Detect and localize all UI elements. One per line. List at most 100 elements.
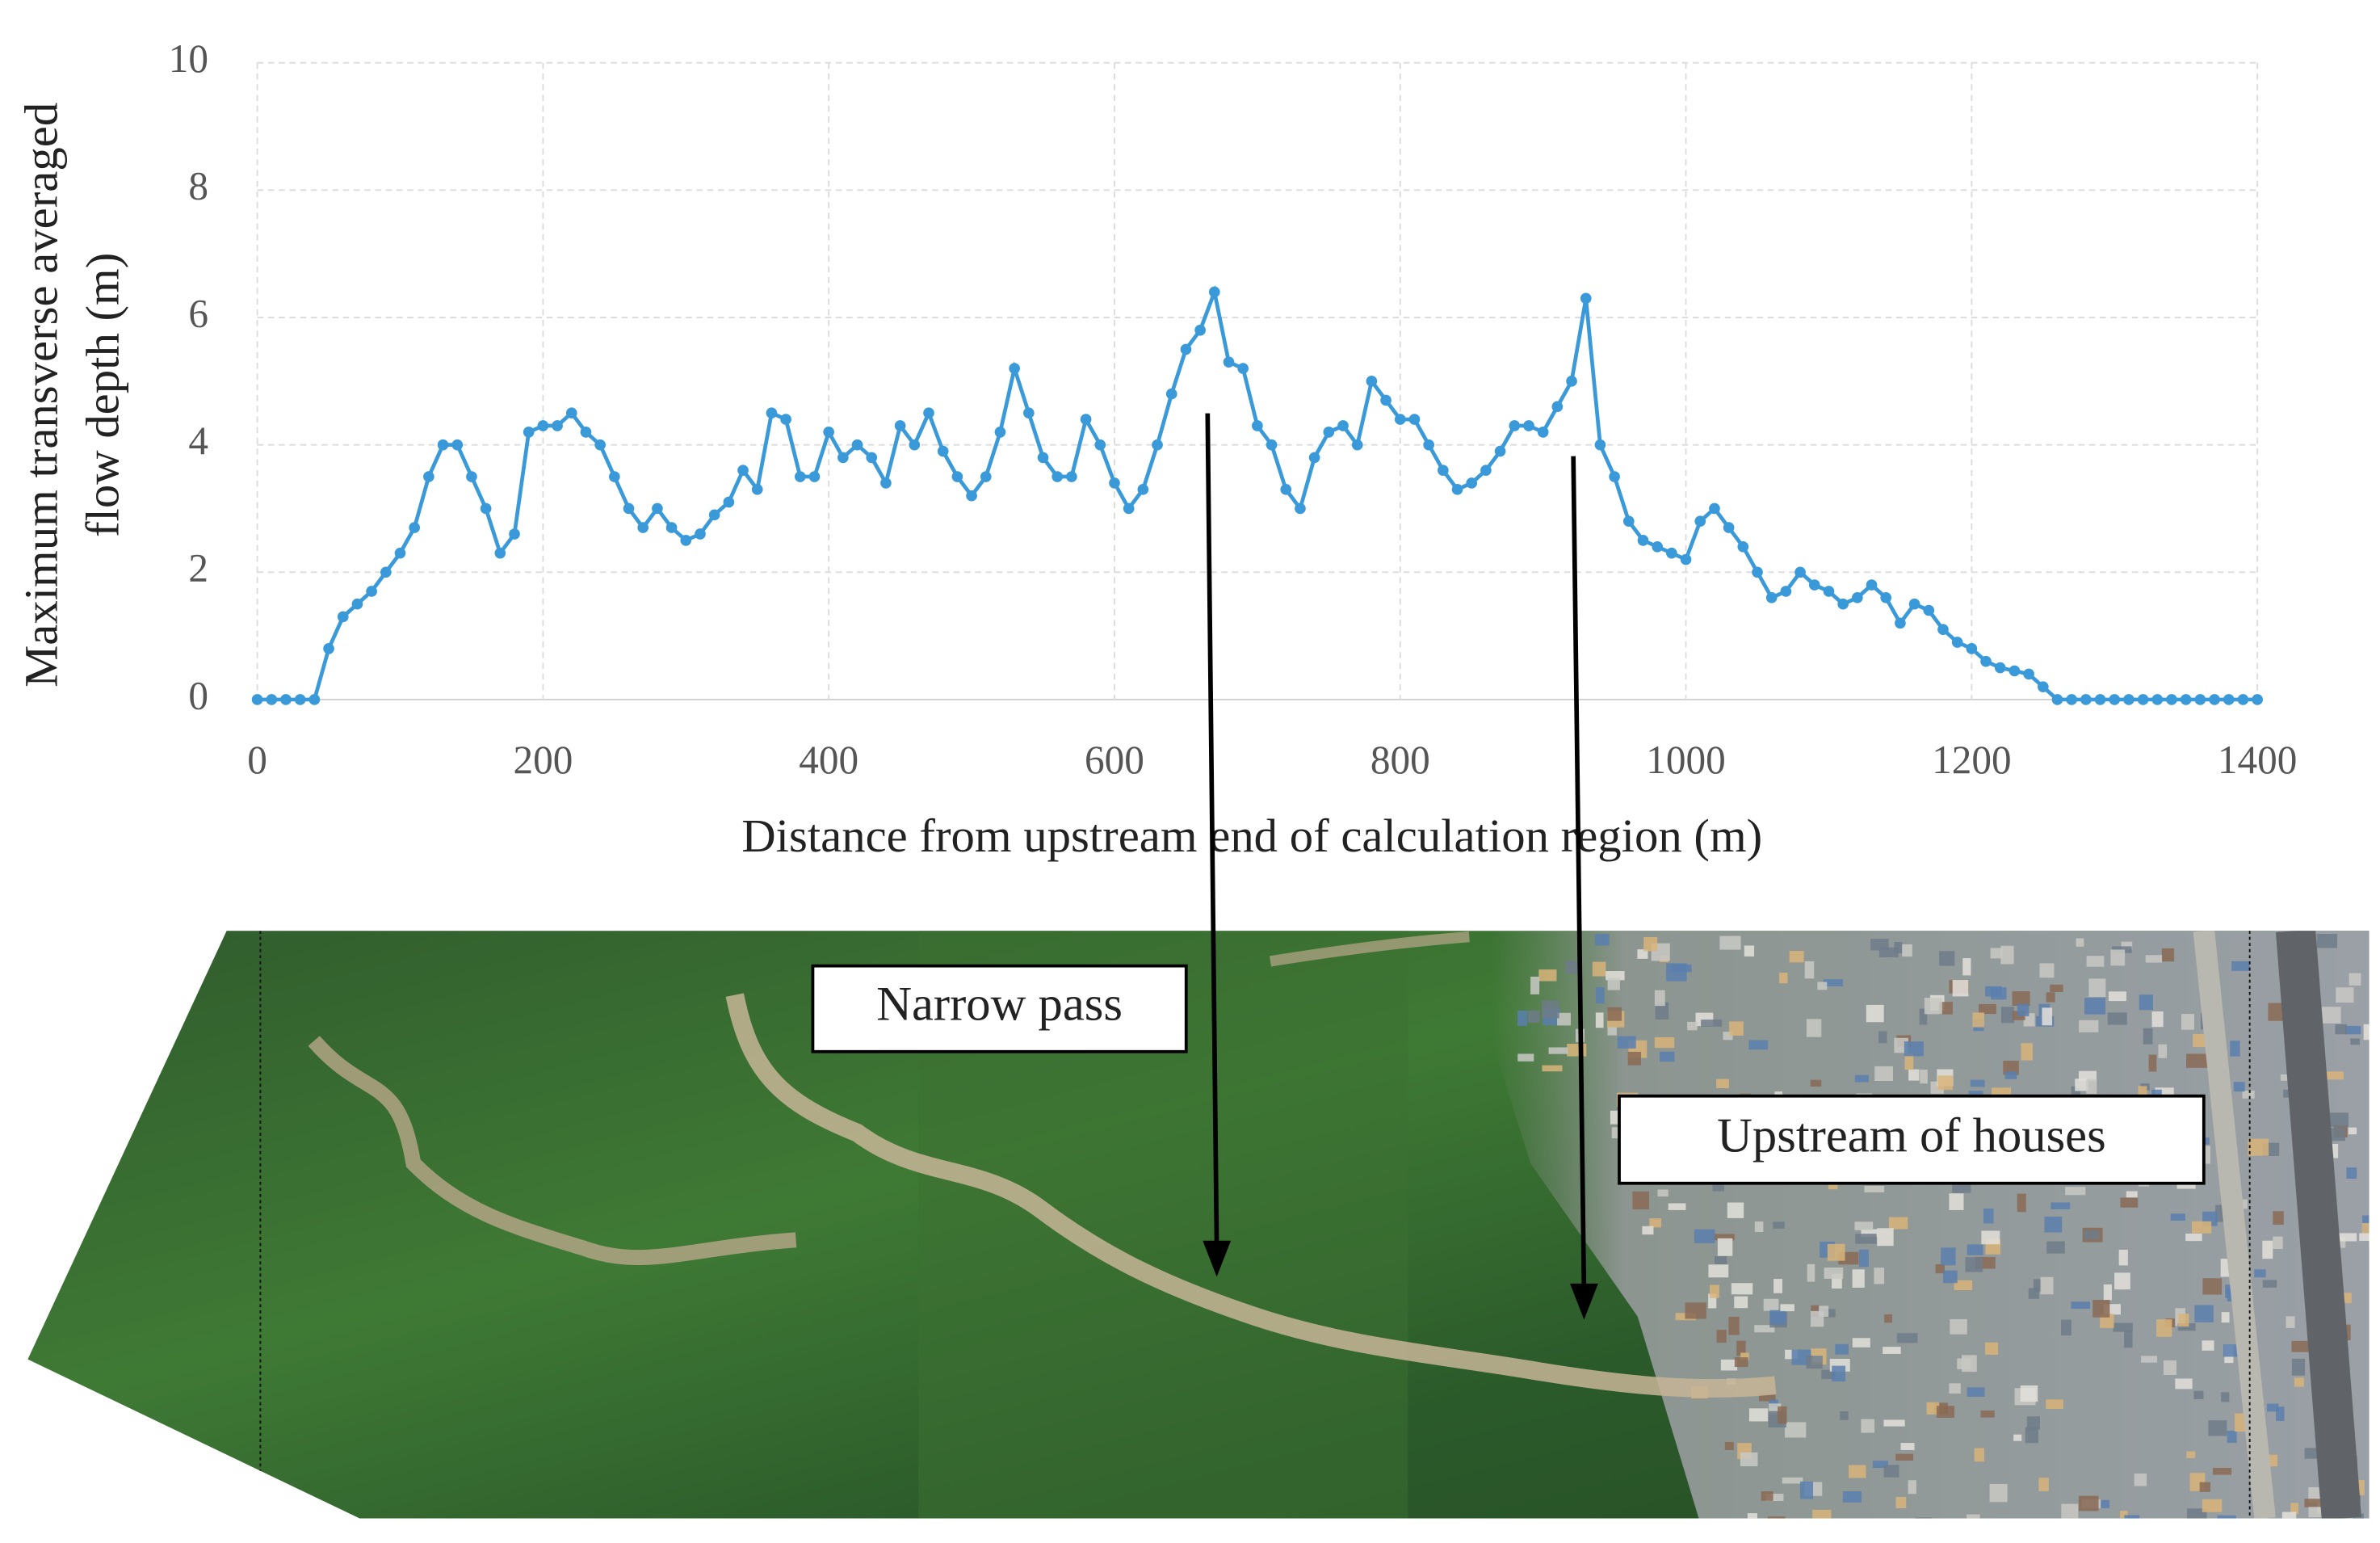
house bbox=[1854, 1221, 1874, 1230]
house bbox=[1657, 1189, 1669, 1197]
house bbox=[1866, 1004, 1884, 1023]
house bbox=[2021, 1043, 2033, 1061]
data-point bbox=[1780, 586, 1792, 597]
data-point bbox=[1194, 324, 1206, 336]
house bbox=[1727, 1202, 1744, 1218]
house bbox=[1761, 1491, 1773, 1501]
house bbox=[1708, 1293, 1717, 1309]
data-point bbox=[1752, 566, 1763, 578]
house bbox=[2349, 973, 2361, 986]
house bbox=[2033, 1279, 2042, 1292]
house bbox=[2134, 1474, 2147, 1486]
house bbox=[2088, 978, 2106, 997]
y-tick-label: 10 bbox=[169, 36, 208, 81]
y-tick-label: 8 bbox=[188, 164, 208, 208]
data-point bbox=[480, 502, 492, 515]
house bbox=[1773, 1221, 1785, 1229]
data-point bbox=[1351, 439, 1363, 451]
house bbox=[2202, 1499, 2223, 1512]
data-point bbox=[1994, 662, 2006, 674]
data-point bbox=[509, 528, 520, 540]
data-point bbox=[594, 439, 606, 451]
house bbox=[1773, 1279, 1783, 1293]
data-point bbox=[351, 598, 363, 610]
data-point bbox=[1438, 465, 1449, 476]
house bbox=[2039, 963, 2055, 978]
house bbox=[2086, 956, 2105, 967]
house bbox=[2103, 1284, 2112, 1301]
house bbox=[1672, 964, 1692, 973]
house bbox=[2212, 1468, 2232, 1475]
house bbox=[1606, 971, 1625, 981]
house bbox=[1517, 1010, 1528, 1026]
y-axis-label: flow depth (m) bbox=[76, 253, 128, 537]
data-point bbox=[1666, 547, 1677, 559]
house bbox=[1740, 1452, 1758, 1466]
data-point bbox=[2237, 694, 2249, 705]
data-point bbox=[680, 535, 692, 546]
house bbox=[1858, 1249, 1869, 1268]
house bbox=[1902, 944, 1912, 957]
data-point bbox=[451, 439, 464, 451]
house bbox=[1908, 1480, 1916, 1495]
house bbox=[1594, 933, 1610, 946]
y-tick-label: 4 bbox=[188, 418, 208, 463]
house bbox=[2025, 1427, 2039, 1444]
house bbox=[2291, 1358, 2306, 1376]
data-point bbox=[1694, 515, 1706, 528]
house bbox=[1517, 1053, 1534, 1062]
house bbox=[2170, 1213, 2185, 1221]
house bbox=[2178, 1314, 2189, 1327]
house bbox=[2110, 949, 2126, 966]
data-point bbox=[808, 471, 821, 482]
house bbox=[1729, 1021, 1744, 1036]
house bbox=[2186, 1053, 2208, 1068]
data-point bbox=[2209, 694, 2220, 705]
house bbox=[1950, 1318, 1967, 1335]
house bbox=[2273, 1211, 2284, 1225]
house bbox=[1941, 1247, 1956, 1266]
house bbox=[1989, 1483, 2008, 1503]
house bbox=[1824, 1268, 1844, 1279]
data-point bbox=[1494, 445, 1506, 457]
house bbox=[2248, 1138, 2269, 1156]
house bbox=[2013, 1434, 2022, 1441]
data-point bbox=[1908, 598, 1920, 610]
x-tick-label: 400 bbox=[799, 738, 858, 782]
data-point bbox=[1980, 655, 1992, 667]
house bbox=[1714, 1255, 1727, 1264]
aerial-photo bbox=[27, 931, 2370, 1536]
house bbox=[1920, 1070, 1928, 1084]
house bbox=[1740, 1352, 1749, 1360]
annotation-box bbox=[811, 964, 1188, 1053]
data-point bbox=[1323, 427, 1335, 438]
house bbox=[2114, 1272, 2130, 1290]
data-point bbox=[894, 420, 906, 431]
house bbox=[2042, 1007, 2053, 1026]
data-point bbox=[737, 465, 749, 476]
house bbox=[2348, 1127, 2357, 1135]
house bbox=[1610, 1110, 1619, 1125]
house bbox=[1716, 1078, 1729, 1089]
data-point bbox=[2223, 694, 2235, 705]
data-point bbox=[309, 694, 321, 705]
house bbox=[1874, 1268, 1885, 1284]
data-point bbox=[2023, 668, 2034, 680]
data-point bbox=[437, 439, 449, 451]
house bbox=[1823, 979, 1844, 986]
house bbox=[2120, 1197, 2139, 1208]
house bbox=[2177, 1323, 2196, 1331]
house bbox=[1854, 1074, 1869, 1083]
house bbox=[2236, 1520, 2256, 1536]
data-point bbox=[323, 643, 334, 654]
data-point bbox=[280, 694, 292, 705]
data-point bbox=[1652, 540, 1664, 553]
house bbox=[1763, 1298, 1779, 1311]
house bbox=[2328, 1128, 2345, 1141]
house bbox=[1806, 1356, 1823, 1369]
house bbox=[1810, 1079, 1822, 1087]
house bbox=[2083, 1230, 2100, 1240]
house bbox=[1981, 1230, 2000, 1245]
data-point bbox=[1594, 439, 1606, 451]
house bbox=[2221, 1392, 2230, 1402]
